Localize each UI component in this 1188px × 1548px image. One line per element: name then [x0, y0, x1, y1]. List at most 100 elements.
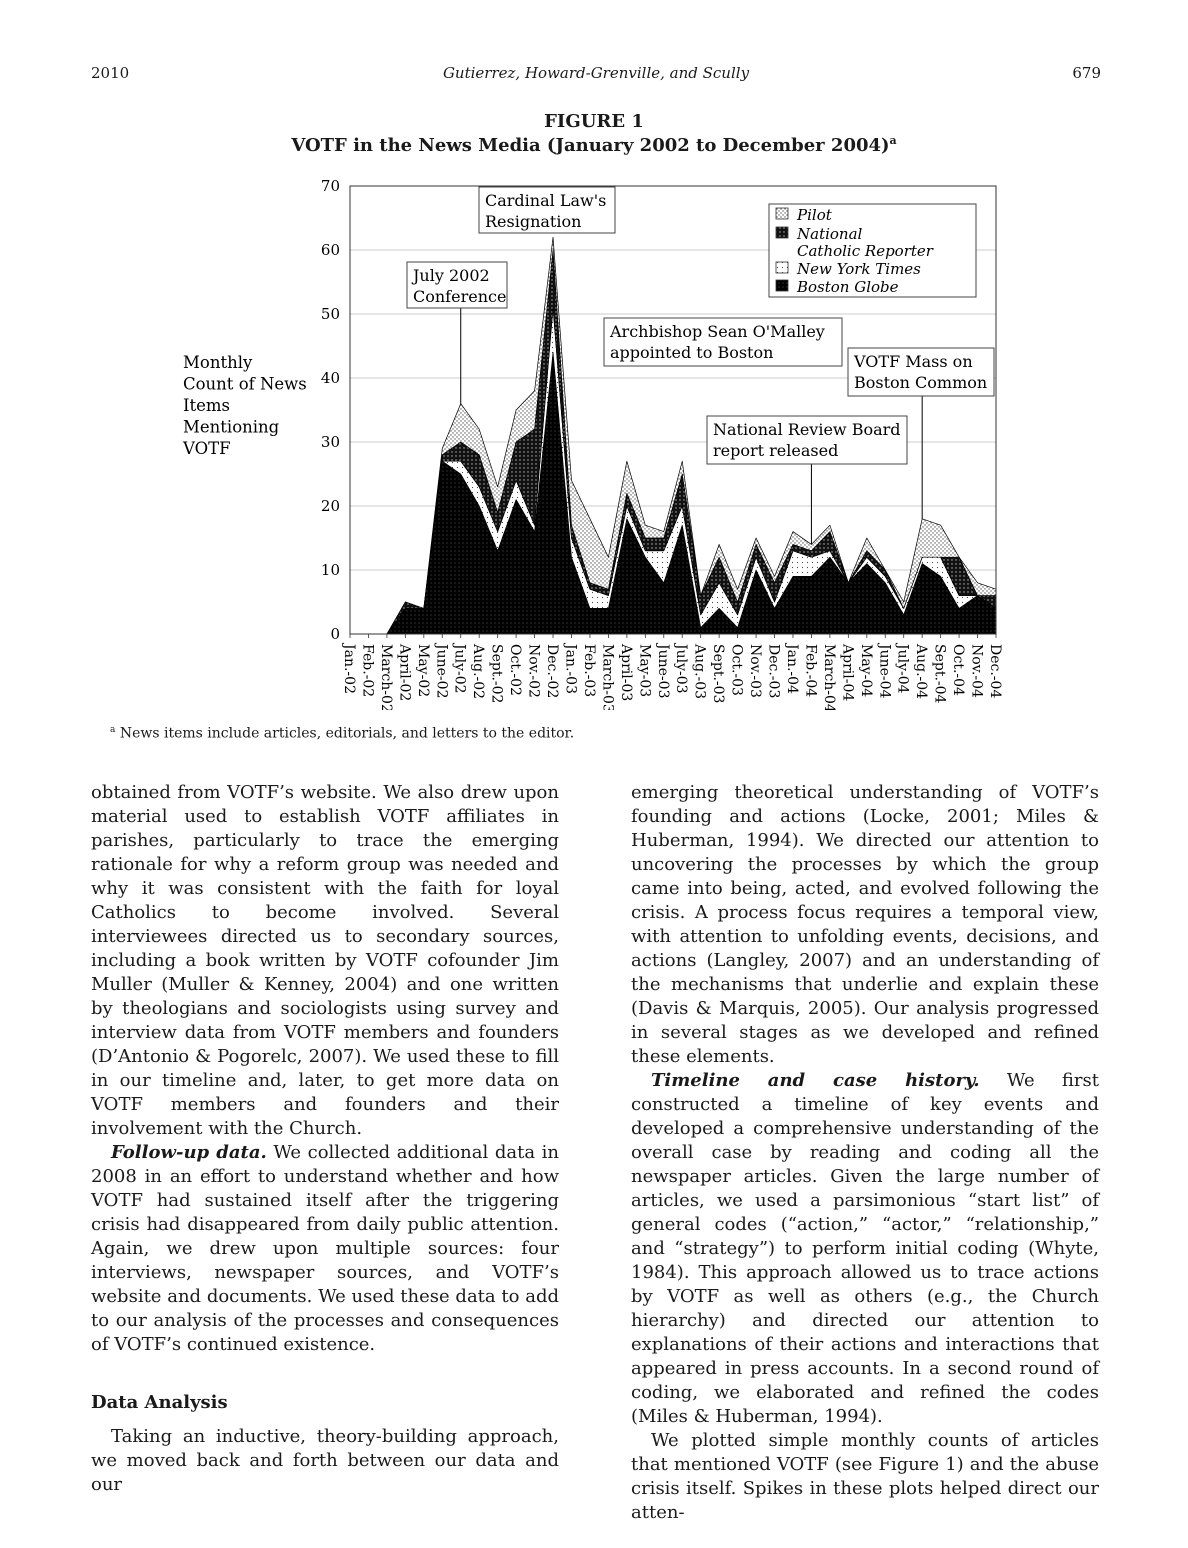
y-tick-label: 10	[321, 561, 340, 579]
x-tick-label: March-03	[599, 644, 615, 710]
legend: Pilot National Catholic Reporter New York…	[768, 203, 977, 298]
y-tick-label: 60	[321, 241, 340, 259]
annotation-text: Resignation	[485, 212, 581, 231]
x-tick-label: Sept.-03	[710, 644, 726, 703]
x-tick-label: April-02	[396, 643, 412, 701]
legend-swatch-ncr	[775, 226, 789, 239]
page-number: 679	[1072, 64, 1101, 82]
annotation-box	[603, 317, 843, 367]
y-axis-ticks: 0 10 20 30 40 50 60 70	[321, 177, 340, 643]
x-tick-label: April-03	[618, 643, 634, 701]
y-axis-label-line: Mentioning	[183, 418, 280, 437]
y-axis-label: Monthly Count of News Items Mentioning VOTF	[182, 353, 307, 458]
x-tick-label: July-03	[673, 642, 689, 694]
legend-label-pilot: Pilot	[796, 206, 833, 224]
x-tick-label: Sept.-04	[932, 644, 948, 704]
running-header: 2010 Gutierrez, Howard-Grenville, and Sc…	[91, 64, 1101, 88]
x-tick-label: Oct.-02	[507, 644, 523, 696]
y-tick-label: 70	[321, 177, 340, 195]
right-paragraph-1: emerging theoretical understanding of VO…	[631, 782, 1099, 1067]
legend-label-ncr: National Catholic Reporter	[796, 225, 934, 260]
left-paragraph-3: Taking an inductive, theory-building app…	[91, 1426, 559, 1495]
x-tick-label: Dec.-02	[544, 644, 560, 698]
annotation-text: Boston Common	[854, 373, 987, 392]
x-tick-label: Nov.-02	[526, 644, 542, 698]
annotation-box	[706, 415, 908, 465]
y-tick-label: 20	[321, 497, 340, 515]
x-tick-label: March-02	[378, 644, 394, 710]
legend-swatch-pilot	[775, 207, 789, 220]
legend-label-nyt: New York Times	[796, 260, 921, 278]
y-tick-label: 0	[330, 625, 340, 643]
x-tick-label: April-04	[839, 643, 855, 701]
x-tick-label: May-04	[858, 644, 874, 697]
y-tick-label: 40	[321, 369, 340, 387]
annotation-box	[478, 186, 616, 234]
legend-box	[768, 203, 977, 298]
figure-footnote: a News items include articles, editorial…	[110, 725, 574, 742]
legend-swatch-nyt	[775, 261, 789, 274]
figure-title-mark: a	[889, 134, 897, 147]
x-tick-label: May-02	[415, 644, 431, 697]
y-axis-label-line: Count of News	[183, 375, 307, 394]
x-tick-label: Feb.-02	[359, 644, 375, 697]
body-column-right: emerging theoretical understanding of VO…	[631, 781, 1099, 1525]
x-tick-label: Jan.-04	[784, 642, 800, 694]
annotation-text: appointed to Boston	[610, 343, 773, 362]
plot-frame	[349, 185, 997, 635]
x-tick-label: Aug.-02	[470, 643, 486, 699]
x-tick-label: Aug.-03	[692, 643, 708, 699]
x-tick-label: Oct.-03	[729, 644, 745, 696]
annotation-text: Conference	[413, 287, 506, 306]
x-axis-ticks: Jan.-02 Feb.-02 March-02 April-02 May-02 June…	[341, 634, 1003, 710]
x-tick-label: Nov.-04	[969, 644, 985, 698]
x-tick-label: Feb.-03	[581, 644, 597, 697]
legend-swatch-bg	[775, 279, 789, 292]
left-paragraph-2: Follow-up data. We collected additional …	[91, 1141, 559, 1357]
journal-year: 2010	[91, 64, 130, 82]
footnote-mark: a	[110, 725, 116, 735]
annotation-box	[847, 347, 995, 397]
x-tick-label: June-04	[876, 642, 892, 699]
figure-title-text: VOTF in the News Media (January 2002 to …	[291, 135, 890, 156]
y-axis-label-line: VOTF	[182, 439, 231, 458]
x-tick-label: Jan.-02	[341, 642, 357, 694]
x-tick-label: June-02	[433, 642, 449, 698]
x-tick-label: Nov.-03	[747, 644, 763, 698]
section-heading-data-analysis: Data Analysis	[91, 1392, 228, 1413]
footnote-text: News items include articles, editorials,…	[119, 725, 575, 742]
annotation-text: July 2002	[411, 266, 490, 285]
x-tick-label: Dec.-04	[987, 644, 1003, 698]
y-tick-label: 30	[321, 433, 340, 451]
annotation-text: VOTF Mass on	[853, 352, 973, 371]
x-tick-label: Oct.-04	[950, 644, 966, 696]
annotation-text: Cardinal Law's	[485, 191, 606, 210]
y-axis-label-line: Monthly	[183, 353, 253, 372]
x-tick-label: March-04	[821, 644, 837, 710]
x-tick-label: July-04	[895, 642, 911, 694]
legend-label-bg: Boston Globe	[796, 278, 899, 296]
annotation-text: report released	[713, 441, 838, 460]
left-paragraph-1: obtained from VOTF’s website. We also dr…	[91, 782, 559, 1139]
x-tick-label: Sept.-02	[489, 644, 505, 703]
event-annotations: July 2002 Conference Cardinal Law's Resigna…	[406, 186, 995, 545]
x-tick-label: Dec.-03	[766, 644, 782, 698]
running-authors: Gutierrez, Howard-Grenville, and Scully	[442, 64, 750, 82]
y-tick-label: 50	[321, 305, 340, 323]
annotation-text: National Review Board	[713, 420, 901, 439]
x-tick-label: July-02	[452, 642, 468, 694]
x-tick-label: Feb.-04	[802, 644, 818, 697]
timeline-text: We first constructed a timeline of key e…	[631, 1070, 1099, 1427]
x-tick-label: June-03	[655, 642, 671, 698]
figure-label: FIGURE 1	[544, 111, 644, 132]
figure-title: VOTF in the News Media (January 2002 to …	[0, 134, 1188, 156]
body-column-left: obtained from VOTF’s website. We also dr…	[91, 781, 559, 1497]
x-tick-label: May-03	[636, 644, 652, 697]
annotation-text: Archbishop Sean O'Malley	[609, 322, 825, 341]
x-tick-label: Aug.-04	[913, 643, 929, 699]
right-paragraph-2: Timeline and case history. We first cons…	[631, 1069, 1099, 1429]
timeline-heading: Timeline and case history.	[651, 1070, 980, 1091]
followup-data-text: We collected additional data in 2008 in …	[91, 1142, 559, 1355]
y-axis-label-line: Items	[183, 396, 230, 415]
